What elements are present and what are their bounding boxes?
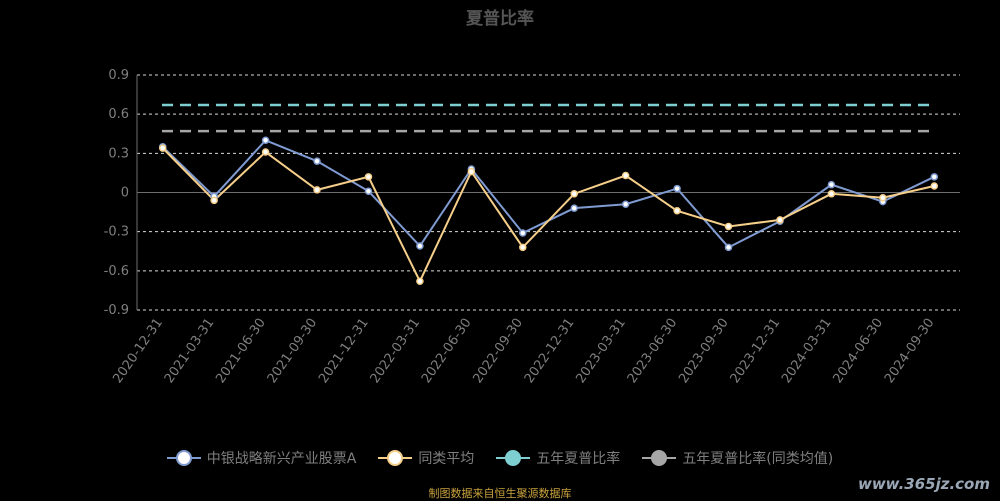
legend-item-peer-average[interactable]: 同类平均 [378,448,474,468]
data-point-1 [210,196,218,205]
legend-label-five-year: 五年夏普比率 [536,451,621,467]
legend-swatch-peer-average [378,450,413,466]
series-line-0 [162,139,935,249]
data-point-1 [621,171,630,180]
x-tick-label: 2024-03-31 [779,316,835,387]
x-tick-label: 2020-12-31 [110,316,166,387]
data-point-1 [879,193,887,202]
y-tick-label: 0.6 [108,107,129,122]
x-tick-label: 2022-06-30 [419,316,475,387]
x-tick-label: 2021-09-30 [265,316,321,387]
data-source-note: 制图数据来自恒生聚源数据库 [428,487,572,500]
data-point-1 [776,216,784,224]
data-point-0 [930,173,939,181]
legend-item-five-year[interactable]: 五年夏普比率 [496,448,620,468]
legend-item-fund[interactable]: 中银战略新兴产业股票A [166,448,357,468]
x-tick-label: 2024-09-30 [882,316,938,387]
data-point-0 [519,229,527,237]
y-tick-label: 0 [121,186,129,201]
x-tick-label: 2022-09-30 [470,316,526,387]
data-point-0 [827,180,836,189]
watermark: www.365jz.com [857,475,990,493]
y-tick-label: -0.3 [104,225,129,240]
data-point-0 [261,136,270,145]
data-point-1 [930,182,939,190]
x-tick-label: 2021-12-31 [316,316,372,387]
chart-title: 夏普比率 [466,9,534,29]
x-tick-label: 2023-09-30 [676,316,732,387]
legend-item-five-year-peer[interactable]: 五年夏普比率(同类均值) [642,448,833,468]
legend-label-fund: 中银战略新兴产业股票A [206,451,357,467]
data-point-1 [519,243,527,252]
data-point-1 [261,148,270,156]
data-point-0 [313,157,321,165]
data-point-1 [467,167,476,176]
y-tick-label: 0.9 [108,68,129,83]
x-tick-label: 2022-12-31 [522,316,578,387]
x-tick-label: 2024-06-30 [830,316,886,387]
legend-swatch-five-year [496,450,531,466]
data-point-1 [673,207,681,215]
y-tick-label: 0.3 [108,146,129,161]
data-point-1 [827,190,836,198]
x-tick-label: 2021-03-31 [162,316,218,387]
x-tick-label: 2023-06-30 [625,316,681,387]
data-point-0 [621,200,630,208]
data-point-1 [416,277,424,286]
legend-swatch-fund [166,450,201,466]
y-tick-label: -0.9 [104,303,129,318]
legend-swatch-five-year-peer [642,450,677,466]
data-point-0 [570,204,578,212]
y-tick-label: -0.6 [104,264,129,279]
legend-label-five-year-peer: 五年夏普比率(同类均值) [682,451,834,467]
chart-legend: 中银战略新兴产业股票A 同类平均 五年夏普比率 五年夏普比率(同类均值) [0,448,1000,468]
x-tick-label: 2022-03-31 [368,316,424,387]
data-point-1 [570,190,578,198]
data-point-0 [364,187,373,195]
data-point-1 [724,222,733,231]
data-point-0 [724,243,733,252]
series-line-1 [162,147,935,284]
data-point-0 [673,184,681,193]
data-point-0 [416,242,424,250]
data-point-1 [313,186,321,194]
x-tick-label: 2023-03-31 [573,316,629,387]
x-tick-label: 2023-12-31 [728,316,784,387]
data-point-1 [364,173,373,181]
x-tick-label: 2021-06-30 [213,316,269,387]
data-point-1 [158,144,167,152]
legend-label-peer-average: 同类平均 [418,451,475,467]
